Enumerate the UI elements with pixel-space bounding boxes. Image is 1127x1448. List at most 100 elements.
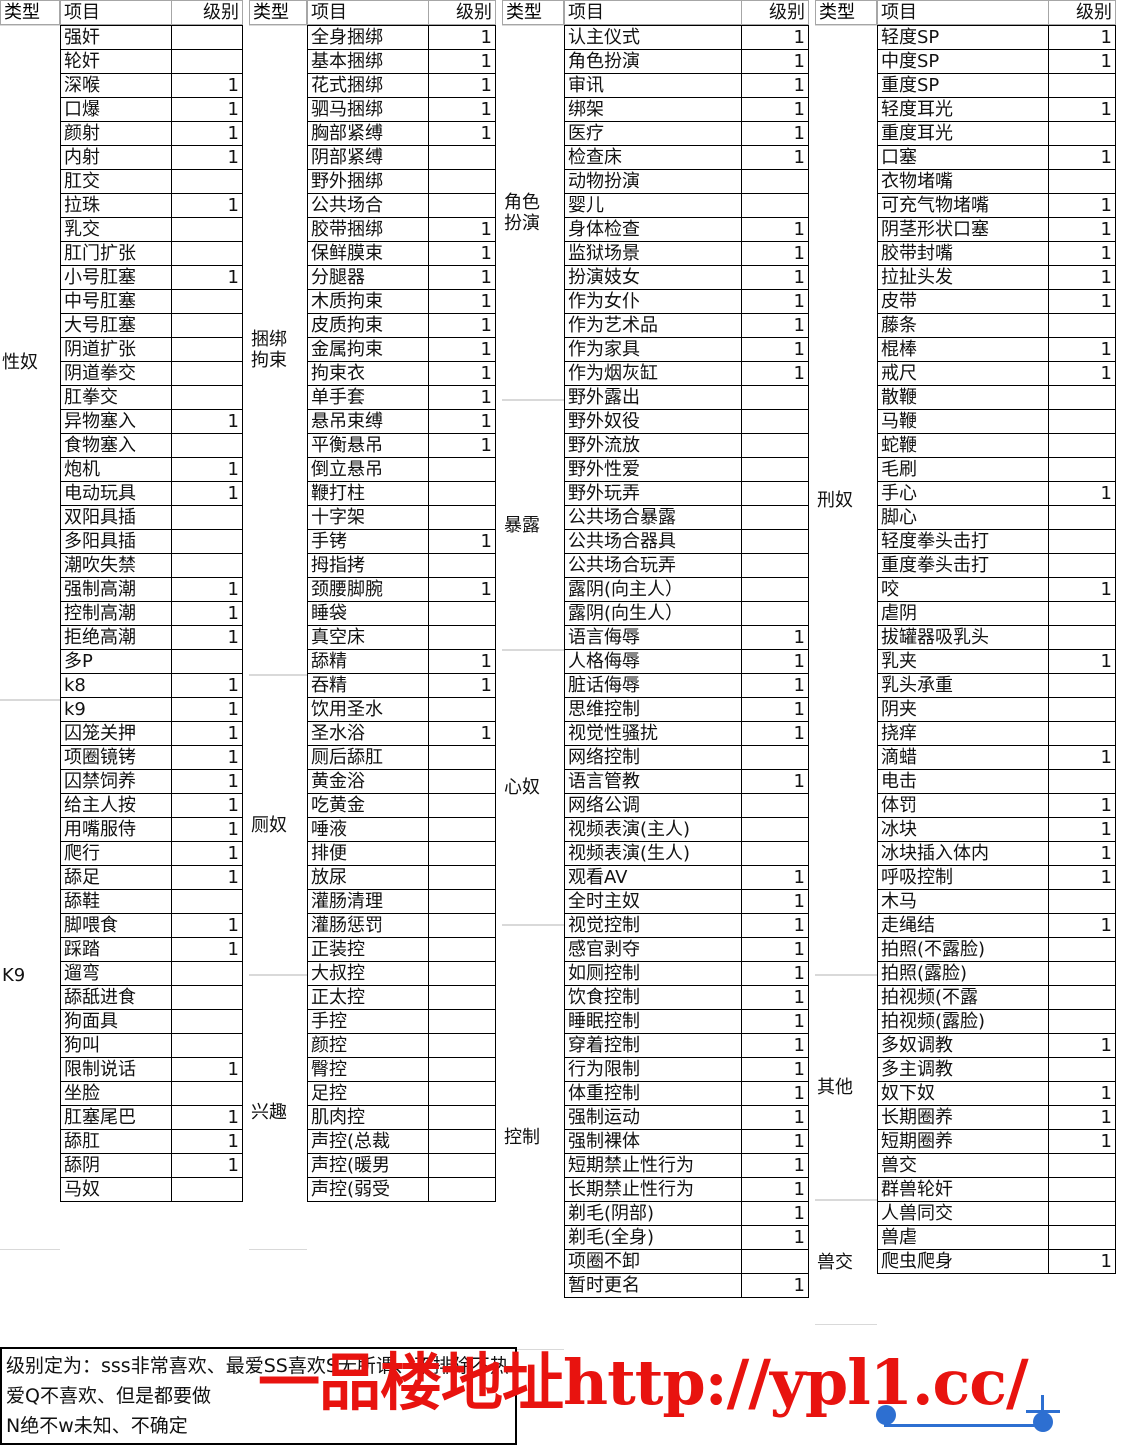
table-row[interactable]: 遛弯 <box>60 961 243 986</box>
item-level-cell[interactable] <box>741 1249 809 1274</box>
item-name-cell[interactable]: 脏话侮辱 <box>564 673 742 698</box>
item-level-cell[interactable]: 1 <box>741 337 809 362</box>
item-name-cell[interactable]: 用嘴服侍 <box>60 817 172 842</box>
item-name-cell[interactable]: 绑架 <box>564 97 742 122</box>
item-level-cell[interactable]: 1 <box>171 937 243 962</box>
table-row[interactable]: 睡眠控制 1 <box>564 1009 809 1034</box>
item-level-cell[interactable]: 1 <box>171 913 243 938</box>
item-name-cell[interactable]: 脚心 <box>877 505 1049 530</box>
item-name-cell[interactable]: 声控(总裁 <box>307 1129 429 1154</box>
item-level-cell[interactable] <box>1048 409 1116 434</box>
item-name-cell[interactable]: 颈腰脚腕 <box>307 577 429 602</box>
item-name-cell[interactable]: 颜控 <box>307 1033 429 1058</box>
item-level-cell[interactable] <box>428 961 496 986</box>
table-row[interactable]: 拍视频(不露 <box>877 985 1116 1010</box>
table-row[interactable]: 强制裸体 1 <box>564 1129 809 1154</box>
item-level-cell[interactable]: 1 <box>171 793 243 818</box>
item-name-cell[interactable]: 阴茎形状口塞 <box>877 217 1049 242</box>
item-name-cell[interactable]: 拒绝高潮 <box>60 625 172 650</box>
item-name-cell[interactable]: 轮奸 <box>60 49 172 74</box>
item-level-cell[interactable] <box>1048 697 1116 722</box>
table-row[interactable]: 倒立悬吊 <box>307 457 496 482</box>
category-label[interactable]: 暴露 <box>502 400 564 650</box>
item-name-cell[interactable]: 多阳具插 <box>60 529 172 554</box>
item-name-cell[interactable]: 拉珠 <box>60 193 172 218</box>
table-row[interactable]: 多P <box>60 649 243 674</box>
item-level-cell[interactable] <box>1048 385 1116 410</box>
item-name-cell[interactable]: 监狱场景 <box>564 241 742 266</box>
item-level-cell[interactable] <box>428 913 496 938</box>
item-name-cell[interactable]: 舔足 <box>60 865 172 890</box>
table-row[interactable]: 大叔控 <box>307 961 496 986</box>
item-name-cell[interactable]: 轻度耳光 <box>877 97 1049 122</box>
item-level-cell[interactable] <box>428 1177 496 1202</box>
item-name-cell[interactable]: 公共场合器具 <box>564 529 742 554</box>
item-name-cell[interactable]: 吞精 <box>307 673 429 698</box>
table-row[interactable]: 囚禁饲养 1 <box>60 769 243 794</box>
item-level-cell[interactable]: 1 <box>1048 265 1116 290</box>
category-label[interactable]: 角色 扮演 <box>502 25 564 400</box>
table-row[interactable]: 监狱场景 1 <box>564 241 809 266</box>
item-level-cell[interactable]: 1 <box>741 1057 809 1082</box>
table-row[interactable]: 阴茎形状口塞 1 <box>877 217 1116 242</box>
item-level-cell[interactable]: 1 <box>428 433 496 458</box>
item-level-cell[interactable]: 1 <box>741 25 809 50</box>
item-level-cell[interactable] <box>741 529 809 554</box>
item-name-cell[interactable]: 放尿 <box>307 865 429 890</box>
table-row[interactable]: 奴下奴 1 <box>877 1081 1116 1106</box>
item-name-cell[interactable]: 平衡悬吊 <box>307 433 429 458</box>
item-level-cell[interactable] <box>171 217 243 242</box>
table-row[interactable]: 小号肛塞 1 <box>60 265 243 290</box>
item-level-cell[interactable]: 1 <box>171 73 243 98</box>
table-row[interactable]: 公共场合 <box>307 193 496 218</box>
item-name-cell[interactable]: 全身捆绑 <box>307 25 429 50</box>
item-level-cell[interactable] <box>171 961 243 986</box>
item-name-cell[interactable]: 唾液 <box>307 817 429 842</box>
item-level-cell[interactable] <box>741 817 809 842</box>
item-name-cell[interactable]: 语言管教 <box>564 769 742 794</box>
table-row[interactable]: 臀控 <box>307 1057 496 1082</box>
table-row[interactable]: 野外玩弄 <box>564 481 809 506</box>
item-name-cell[interactable]: 倒立悬吊 <box>307 457 429 482</box>
item-level-cell[interactable]: 1 <box>741 1177 809 1202</box>
item-level-cell[interactable] <box>1048 1177 1116 1202</box>
item-name-cell[interactable]: 重度拳头击打 <box>877 553 1049 578</box>
item-level-cell[interactable] <box>741 601 809 626</box>
table-row[interactable]: 衣物堵嘴 <box>877 169 1116 194</box>
table-row[interactable]: 视觉性骚扰 1 <box>564 721 809 746</box>
item-name-cell[interactable]: 声控(弱受 <box>307 1177 429 1202</box>
item-level-cell[interactable]: 1 <box>171 193 243 218</box>
item-name-cell[interactable]: 胸部紧缚 <box>307 121 429 146</box>
table-row[interactable]: 饮用圣水 <box>307 697 496 722</box>
item-level-cell[interactable]: 1 <box>741 1273 809 1298</box>
item-level-cell[interactable]: 1 <box>1048 241 1116 266</box>
item-name-cell[interactable]: 公共场合 <box>307 193 429 218</box>
item-level-cell[interactable] <box>1048 625 1116 650</box>
item-level-cell[interactable]: 1 <box>1048 1105 1116 1130</box>
item-level-cell[interactable] <box>428 1129 496 1154</box>
item-name-cell[interactable]: 皮质拘束 <box>307 313 429 338</box>
item-name-cell[interactable]: 圣水浴 <box>307 721 429 746</box>
item-level-cell[interactable] <box>1048 457 1116 482</box>
table-row[interactable]: 脚心 <box>877 505 1116 530</box>
item-level-cell[interactable]: 1 <box>1048 793 1116 818</box>
item-name-cell[interactable]: 行为限制 <box>564 1057 742 1082</box>
table-row[interactable]: 平衡悬吊 1 <box>307 433 496 458</box>
table-row[interactable]: 作为烟灰缸 1 <box>564 361 809 386</box>
item-level-cell[interactable] <box>1048 1009 1116 1034</box>
item-level-cell[interactable]: 1 <box>428 97 496 122</box>
item-level-cell[interactable] <box>1048 769 1116 794</box>
item-level-cell[interactable]: 1 <box>741 673 809 698</box>
table-row[interactable]: 野外露出 <box>564 385 809 410</box>
item-level-cell[interactable]: 1 <box>428 217 496 242</box>
table-row[interactable]: 胸部紧缚 1 <box>307 121 496 146</box>
table-row[interactable]: 作为艺术品 1 <box>564 313 809 338</box>
item-level-cell[interactable]: 1 <box>171 721 243 746</box>
item-name-cell[interactable]: 重度耳光 <box>877 121 1049 146</box>
table-row[interactable]: 颈腰脚腕 1 <box>307 577 496 602</box>
item-name-cell[interactable]: 衣物堵嘴 <box>877 169 1049 194</box>
item-name-cell[interactable]: 如厕控制 <box>564 961 742 986</box>
table-row[interactable]: 阴道拳交 <box>60 361 243 386</box>
item-level-cell[interactable] <box>171 313 243 338</box>
item-level-cell[interactable]: 1 <box>741 961 809 986</box>
